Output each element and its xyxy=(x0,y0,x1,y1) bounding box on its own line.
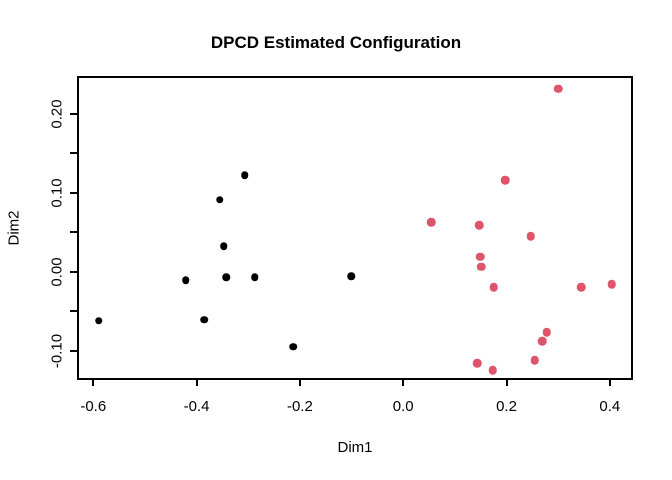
y-tick-mark xyxy=(70,310,77,313)
data-point xyxy=(476,262,486,272)
x-tick-mark xyxy=(505,379,508,386)
x-tick-label: -0.6 xyxy=(80,398,107,415)
data-point xyxy=(553,84,563,93)
data-point xyxy=(526,231,536,241)
x-tick-mark xyxy=(608,379,611,386)
data-point xyxy=(488,366,497,375)
data-point xyxy=(426,217,436,227)
y-tick-mark xyxy=(70,270,77,273)
data-point xyxy=(347,272,355,281)
data-point xyxy=(537,336,547,346)
data-point xyxy=(181,276,190,285)
x-tick-label: 0.0 xyxy=(392,398,414,415)
x-axis-label: Dim1 xyxy=(337,439,373,456)
data-point xyxy=(474,220,484,230)
data-point xyxy=(220,242,228,251)
x-tick-label: -0.4 xyxy=(183,398,210,415)
x-tick-label: 0.4 xyxy=(599,398,621,415)
x-tick-mark xyxy=(402,379,405,386)
data-point xyxy=(251,273,259,281)
data-point xyxy=(472,358,482,368)
data-point xyxy=(200,316,209,324)
y-tick-mark xyxy=(70,231,77,234)
x-tick-mark xyxy=(92,379,95,386)
y-tick-mark xyxy=(70,112,77,115)
data-point xyxy=(289,342,297,351)
data-point xyxy=(216,196,224,204)
data-point xyxy=(475,252,485,261)
data-point xyxy=(530,355,540,365)
data-point xyxy=(95,316,103,325)
chart-title: DPCD Estimated Configuration xyxy=(210,33,462,52)
x-tick-mark xyxy=(195,379,198,386)
data-point xyxy=(607,280,617,289)
x-tick-label: -0.2 xyxy=(286,398,313,415)
data-point xyxy=(222,273,230,281)
y-tick-mark xyxy=(70,191,77,194)
plot-box xyxy=(77,76,633,380)
x-tick-label: 0.2 xyxy=(496,398,517,415)
data-point xyxy=(240,171,249,180)
x-tick-mark xyxy=(298,379,301,386)
data-point xyxy=(542,328,552,337)
data-point xyxy=(577,283,586,292)
data-point xyxy=(501,175,510,185)
y-axis-label: Dim2 xyxy=(5,210,23,246)
y-tick-mark xyxy=(70,152,77,155)
y-tick-mark xyxy=(70,349,77,352)
data-point xyxy=(489,283,498,292)
